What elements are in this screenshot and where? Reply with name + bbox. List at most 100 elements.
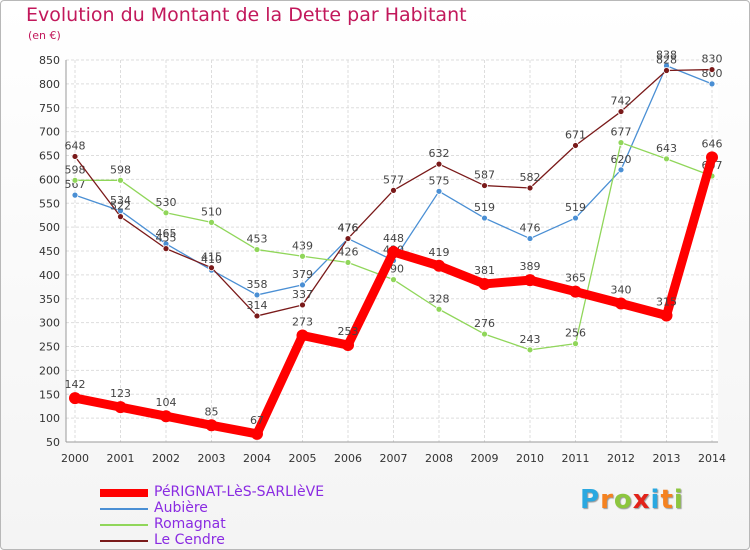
logo-letter: r — [600, 485, 614, 515]
data-label: 67 — [250, 414, 264, 427]
data-point — [253, 246, 261, 253]
data-label: 510 — [201, 205, 222, 218]
chart-subtitle: (en €) — [28, 29, 61, 42]
x-tick-label: 2010 — [516, 452, 544, 465]
data-point — [162, 245, 170, 253]
logo-letter: o — [613, 485, 633, 515]
data-point — [526, 235, 534, 242]
data-point — [481, 330, 488, 338]
legend-label: Aubière — [154, 500, 208, 516]
y-tick-label: 150 — [39, 388, 60, 401]
data-label: 648 — [65, 139, 86, 152]
data-point — [524, 274, 536, 287]
data-label: 742 — [611, 95, 632, 108]
data-point — [208, 218, 215, 226]
logo-letter: P — [580, 485, 601, 515]
x-tick-label: 2005 — [289, 452, 317, 465]
y-tick-label: 250 — [39, 341, 60, 354]
data-point — [251, 427, 263, 440]
y-tick-label: 100 — [39, 412, 60, 425]
data-point — [526, 184, 534, 192]
data-label: 632 — [429, 147, 450, 160]
x-tick-label: 2009 — [471, 452, 499, 465]
data-point — [708, 66, 716, 73]
data-label: 337 — [292, 288, 313, 301]
proxiti-logo: Proxiti — [580, 485, 684, 515]
data-point — [71, 176, 79, 184]
data-point — [572, 142, 579, 149]
logo-letter: t — [660, 485, 674, 515]
data-label: 340 — [611, 284, 632, 297]
data-point — [617, 108, 625, 115]
data-label: 381 — [474, 264, 495, 277]
x-tick-label: 2003 — [198, 452, 226, 465]
data-label: 587 — [474, 169, 495, 182]
x-tick-label: 2000 — [61, 452, 89, 465]
logo-letter: i — [673, 485, 684, 515]
data-label: 582 — [520, 171, 541, 184]
data-label: 453 — [247, 233, 268, 246]
data-label: 519 — [474, 201, 495, 214]
y-tick-label: 600 — [39, 173, 60, 186]
data-point — [253, 291, 261, 299]
data-label: 276 — [474, 317, 495, 330]
legend-label: Romagnat — [154, 516, 226, 532]
data-label: 365 — [565, 272, 586, 285]
y-tick-label: 750 — [39, 102, 60, 115]
x-tick-label: 2008 — [425, 452, 453, 465]
data-label: 256 — [565, 327, 586, 340]
logo-letter: i — [650, 485, 661, 515]
data-label: 620 — [611, 153, 632, 166]
data-point — [433, 259, 445, 272]
data-point — [481, 214, 488, 222]
data-point — [617, 166, 625, 174]
y-tick-label: 800 — [39, 78, 60, 91]
data-label: 455 — [156, 232, 177, 245]
x-tick-label: 2006 — [334, 452, 362, 465]
data-point — [615, 297, 627, 310]
data-label: 358 — [247, 278, 268, 291]
data-point — [253, 312, 261, 320]
data-label: 838 — [656, 49, 677, 62]
data-label: 273 — [292, 316, 313, 329]
data-point — [390, 186, 397, 194]
y-tick-label: 200 — [39, 364, 60, 377]
data-point — [299, 301, 306, 309]
data-point — [205, 419, 218, 432]
data-point — [162, 209, 170, 217]
x-tick-label: 2001 — [107, 452, 135, 465]
y-tick-label: 50 — [46, 436, 60, 449]
data-point — [296, 329, 309, 342]
data-point — [481, 182, 488, 189]
data-label: 476 — [520, 222, 541, 235]
data-label: 830 — [702, 53, 723, 66]
data-point — [117, 176, 124, 184]
data-label: 476 — [338, 222, 359, 235]
x-tick-label: 2014 — [698, 452, 726, 465]
y-tick-label: 350 — [39, 293, 60, 306]
data-point — [387, 245, 400, 258]
data-label: 315 — [656, 295, 677, 308]
data-point — [435, 187, 443, 195]
data-point — [114, 401, 127, 414]
data-point — [299, 252, 306, 260]
data-point — [344, 235, 352, 242]
data-label: 415 — [201, 251, 222, 264]
data-label: 426 — [338, 245, 359, 258]
data-point — [71, 191, 79, 199]
x-tick-label: 2011 — [562, 452, 590, 465]
data-label: 534 — [110, 194, 131, 207]
data-label: 598 — [65, 163, 86, 176]
data-point — [708, 80, 716, 88]
data-label: 410 — [201, 253, 222, 266]
data-point — [117, 213, 124, 221]
data-label: 677 — [611, 126, 632, 139]
data-point — [342, 339, 354, 352]
data-label: 389 — [520, 260, 541, 273]
y-tick-label: 650 — [39, 150, 60, 163]
legend-swatch — [100, 540, 148, 542]
data-point — [572, 214, 579, 222]
data-point — [526, 346, 534, 354]
x-tick-label: 2012 — [607, 452, 635, 465]
data-point — [572, 340, 579, 348]
